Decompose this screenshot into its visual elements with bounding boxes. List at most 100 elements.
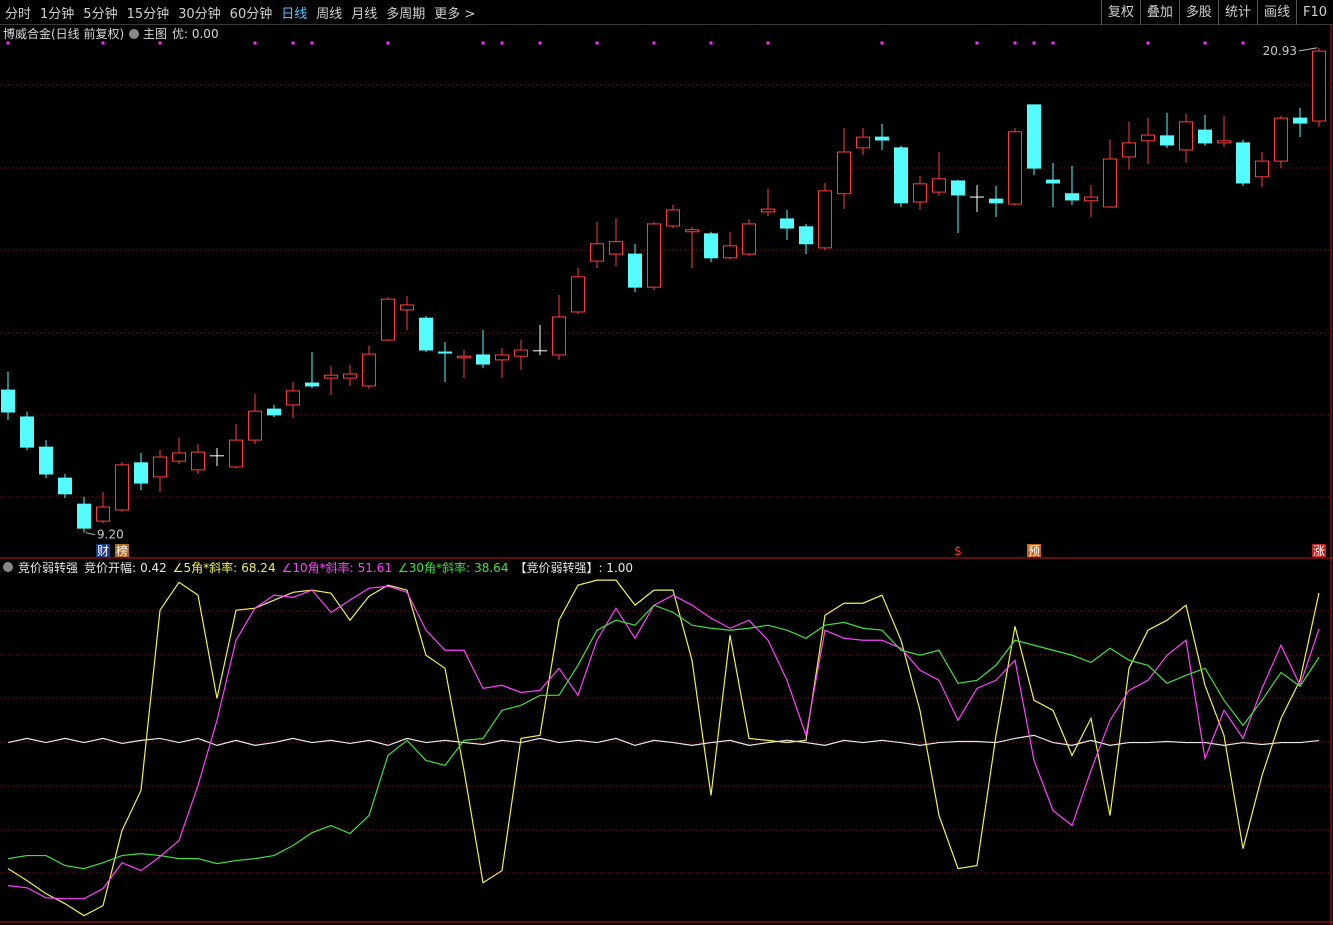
candle-body — [381, 298, 395, 341]
signal-dot — [386, 41, 390, 45]
indicator-menu-icon[interactable] — [3, 562, 13, 572]
candle-body — [723, 245, 737, 259]
tool-button[interactable]: 复权 — [1100, 0, 1140, 25]
legend-value: 0.42 — [140, 561, 167, 575]
menu-icon[interactable] — [129, 29, 139, 39]
candle-body — [343, 373, 357, 379]
signal-dot — [975, 41, 979, 45]
candle-body — [1217, 140, 1231, 144]
period-tab[interactable]: 60分钟 — [229, 6, 273, 22]
candle-body — [305, 382, 319, 387]
period-tab[interactable]: 1分钟 — [40, 6, 75, 22]
candle-body — [609, 241, 623, 255]
candle-body — [286, 390, 300, 406]
period-tab[interactable]: 日线 — [281, 6, 308, 22]
candle-body — [856, 136, 870, 149]
candle-body — [875, 136, 889, 141]
candle-body — [362, 353, 376, 387]
candle-body — [913, 183, 927, 203]
candle-body — [647, 223, 661, 288]
signal-dot — [1013, 41, 1017, 45]
tool-button[interactable]: 统计 — [1217, 0, 1257, 25]
signal-dot — [158, 41, 162, 45]
legend-name: ∠30角*斜率: — [398, 560, 470, 575]
period-tab[interactable]: 30分钟 — [178, 6, 221, 22]
period-tab[interactable]: 周线 — [316, 6, 343, 22]
signal-dot — [291, 41, 295, 45]
period-tab[interactable]: 更多 > — [434, 6, 476, 22]
period-tab[interactable]: 月线 — [351, 6, 378, 22]
candle-body — [1160, 135, 1174, 146]
candle-body — [1027, 104, 1041, 169]
signal-dot — [766, 41, 770, 45]
event-tag[interactable]: 财 — [97, 544, 109, 558]
candle-body — [1293, 117, 1307, 124]
candle-body — [590, 243, 604, 262]
signal-dot — [880, 41, 884, 45]
signal-dot — [1032, 41, 1036, 45]
candle-body — [1122, 142, 1136, 158]
period-tabs: 分时 1分钟 5分钟 15分钟 30分钟 60分钟 日线 周线 月线 多周期 更多 > — [0, 3, 475, 22]
candle-body — [115, 464, 129, 511]
candle-body — [1141, 134, 1155, 142]
signal-dot — [1203, 41, 1207, 45]
signal-dot — [652, 41, 656, 45]
candle-body — [989, 198, 1003, 204]
event-tag[interactable]: 榜 — [116, 543, 128, 558]
period-tab[interactable]: 分时 — [5, 6, 32, 22]
candle-body — [837, 151, 851, 195]
indicator-header: 竞价弱转强 竞价开幅: 0.42 ∠5角*斜率: 68.24 ∠10角*斜率: 51.61 ∠… — [18, 560, 633, 575]
event-tag-bg — [96, 544, 110, 557]
candle-body — [438, 351, 452, 354]
tool-button[interactable]: F10 — [1295, 0, 1333, 25]
candle-body — [1198, 129, 1212, 144]
candle-body — [476, 354, 490, 365]
period-tab[interactable]: 多周期 — [386, 6, 426, 22]
event-tag-bg — [1312, 544, 1326, 557]
event-tag[interactable]: 预 — [1028, 544, 1040, 558]
candle-body — [571, 276, 585, 313]
candle-body — [799, 226, 813, 245]
candle-body — [1312, 50, 1326, 122]
candle-body — [1255, 160, 1269, 178]
signal-dot — [1146, 41, 1150, 45]
legend-value: 51.61 — [358, 561, 392, 575]
tool-button[interactable]: 叠加 — [1139, 0, 1179, 25]
signal-dot — [538, 41, 542, 45]
legend-name: ∠10角*斜率: — [282, 560, 354, 575]
candle-body — [58, 477, 72, 495]
candle-body — [894, 147, 908, 204]
legend-value: 38.64 — [474, 561, 508, 575]
candle-body — [761, 208, 775, 213]
candle-body — [1103, 158, 1117, 208]
candle-body — [400, 304, 414, 311]
tool-button[interactable]: 画线 — [1256, 0, 1296, 25]
period-tab[interactable]: 5分钟 — [83, 6, 118, 22]
candle-body — [457, 355, 471, 359]
tool-button[interactable]: 多股 — [1178, 0, 1218, 25]
candle-body — [324, 374, 338, 379]
event-tag[interactable]: $ — [954, 544, 962, 558]
price-arrow — [85, 532, 96, 536]
indicator-line — [7, 579, 1320, 917]
candle-body — [248, 410, 262, 441]
event-tag[interactable]: 涨 — [1313, 543, 1325, 558]
main-menu[interactable]: 主图 — [143, 27, 167, 41]
candle-body — [39, 446, 53, 475]
signal-dot — [310, 41, 314, 45]
candle-body — [780, 218, 794, 229]
candle-body — [1274, 117, 1288, 162]
candle-body — [20, 416, 34, 448]
indicator-extra: 【竞价弱转强】: 1.00 — [514, 560, 633, 575]
candle-body — [77, 503, 91, 529]
price-label: 9.20 — [97, 528, 124, 542]
toolbar: 分时 1分钟 5分钟 15分钟 30分钟 60分钟 日线 周线 月线 多周期 更多 > 复权 叠加 多股… — [0, 0, 1333, 25]
candle-body — [419, 317, 433, 351]
legend-name: ∠5角*斜率: — [173, 560, 237, 575]
signal-dot — [1241, 41, 1245, 45]
candle-body — [267, 408, 281, 416]
event-tag-bg — [115, 544, 129, 557]
signal-dot — [481, 41, 485, 45]
period-tab[interactable]: 15分钟 — [126, 6, 170, 22]
candle-body — [552, 316, 566, 356]
